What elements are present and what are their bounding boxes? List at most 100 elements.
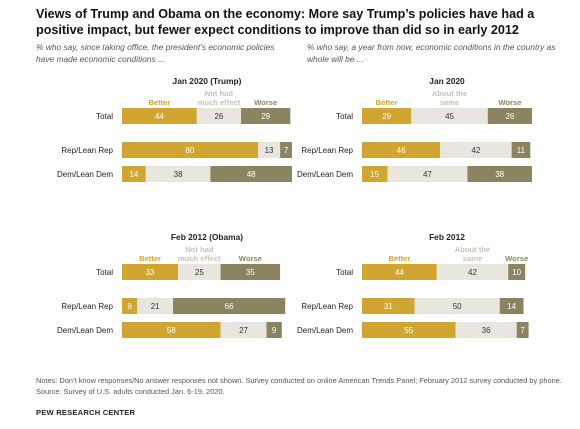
bar-segment [362, 264, 437, 280]
legend-label-2: much effect [198, 98, 241, 107]
bar-segment [508, 264, 526, 280]
bar-segment [122, 108, 197, 124]
category-label: Total [96, 268, 113, 277]
bar-segment [241, 108, 291, 124]
bar-segment [411, 108, 488, 124]
organization-name: PEW RESEARCH CENTER [36, 408, 136, 417]
data-label: 47 [423, 170, 432, 179]
data-label: 50 [453, 302, 462, 311]
legend-label-1: Better [376, 98, 398, 107]
data-label: 33 [146, 268, 155, 277]
data-label: 10 [512, 268, 521, 277]
bar-segment [137, 298, 173, 314]
category-label: Rep/Lean Rep [61, 302, 113, 311]
data-label: 7 [520, 326, 525, 335]
category-label: Total [336, 268, 353, 277]
bar-segment [436, 264, 509, 280]
legend-label-3: Worse [239, 254, 262, 263]
bar-segment [122, 166, 146, 182]
bar-segment [178, 264, 221, 280]
bar-segment [440, 142, 512, 158]
bar-segment [414, 298, 500, 314]
data-label: 31 [384, 302, 393, 311]
data-label: 27 [239, 326, 248, 335]
legend-label-1: Better [139, 254, 161, 263]
bar-segment [122, 322, 221, 338]
legend-label-1: Better [388, 254, 410, 263]
data-label: 29 [382, 112, 391, 121]
data-label: 14 [507, 302, 516, 311]
bar-segment [467, 166, 532, 182]
bar-segment [220, 322, 267, 338]
bar-segment [210, 166, 292, 182]
legend-label-2: same [440, 98, 459, 107]
bar-segment [122, 298, 138, 314]
bar-segment [362, 166, 388, 182]
data-label: 14 [129, 170, 138, 179]
data-label: 42 [471, 146, 480, 155]
bar-segment [280, 142, 292, 158]
panel-title: Feb 2012 (Obama) [171, 232, 243, 242]
data-label: 11 [517, 146, 526, 155]
bar-segment [362, 142, 441, 158]
bar-segment [516, 322, 529, 338]
notes-text: Notes: Don’t know responses/No answer re… [36, 376, 562, 385]
bar-segment [362, 108, 412, 124]
legend-label-3: Worse [498, 98, 521, 107]
legend-label-1: Better [148, 98, 170, 107]
data-label: 21 [151, 302, 160, 311]
data-label: 42 [468, 268, 477, 277]
legend-label-2: same [463, 254, 482, 263]
data-label: 9 [127, 302, 132, 311]
bar-segment [220, 264, 281, 280]
legend-label-2: About the [432, 89, 467, 98]
data-label: 29 [261, 112, 270, 121]
data-label: 46 [397, 146, 406, 155]
data-label: 13 [265, 146, 274, 155]
panel-title: Feb 2012 [429, 232, 465, 242]
left-subtitle: % who say, since taking office, the pres… [36, 42, 275, 64]
data-label: 9 [272, 326, 277, 335]
bar-segment [196, 108, 241, 124]
bar-segment [455, 322, 517, 338]
data-label: 35 [246, 268, 255, 277]
source-text: Source: Survey of U.S. adults conducted … [36, 386, 225, 396]
category-label: Dem/Lean Dem [57, 170, 113, 179]
data-label: 45 [445, 112, 454, 121]
bar-segment [499, 298, 524, 314]
chart-title: Views of Trump and Obama on the economy:… [36, 7, 535, 37]
legend-label-2: Not had [205, 89, 234, 98]
bar-segment [258, 142, 281, 158]
data-label: 36 [482, 326, 491, 335]
data-label: 7 [284, 146, 289, 155]
category-label: Total [96, 112, 113, 121]
data-label: 25 [195, 268, 204, 277]
category-label: Rep/Lean Rep [301, 302, 353, 311]
data-label: 80 [186, 146, 195, 155]
data-label: 58 [167, 326, 176, 335]
bar-segment [173, 298, 286, 314]
legend-label-2: much effect [178, 254, 221, 263]
notes-block: Notes: Don’t know responses/No answer re… [36, 376, 566, 397]
legend-label-2: Not had [185, 245, 214, 254]
data-label: 38 [174, 170, 183, 179]
legend-label-2: About the [455, 245, 490, 254]
category-label: Dem/Lean Dem [297, 326, 353, 335]
data-label: 26 [505, 112, 514, 121]
bar-segment [122, 142, 258, 158]
data-label: 48 [247, 170, 256, 179]
bar-segment [362, 322, 456, 338]
bar-segment [362, 298, 415, 314]
category-label: Rep/Lean Rep [301, 146, 353, 155]
bar-segment [511, 142, 531, 158]
panel-title: Jan 2020 (Trump) [173, 76, 242, 86]
data-label: 66 [225, 302, 234, 311]
legend-label-3: Worse [254, 98, 277, 107]
right-subtitle: % who say, a year from now, economic con… [307, 42, 556, 64]
data-label: 44 [155, 112, 164, 121]
